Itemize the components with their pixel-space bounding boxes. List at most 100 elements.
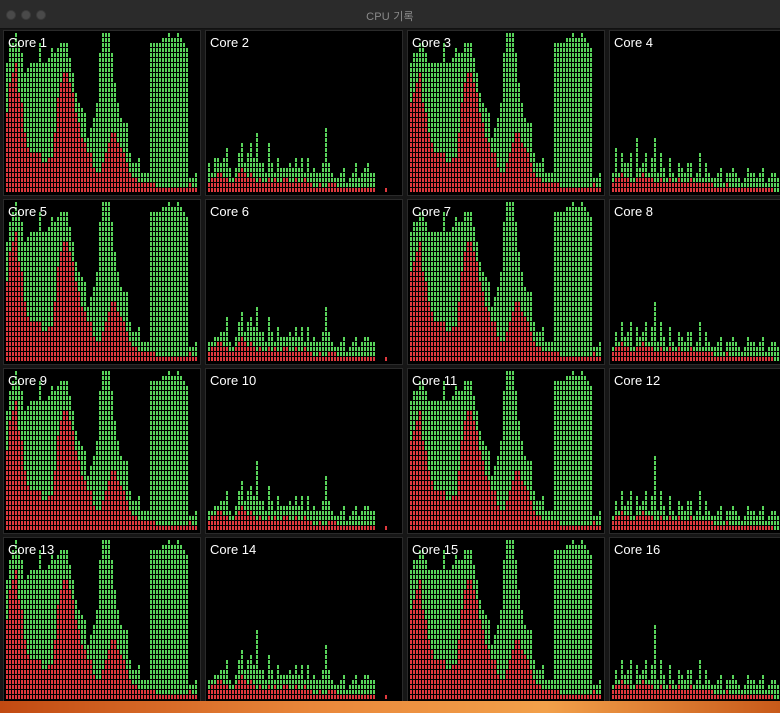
user-usage-cell — [440, 78, 442, 82]
system-usage-cell — [84, 163, 86, 167]
user-usage-cell — [461, 53, 463, 57]
user-usage-cell — [45, 232, 47, 236]
user-usage-cell — [651, 163, 653, 167]
user-usage-cell — [503, 73, 505, 77]
system-usage-cell — [150, 188, 152, 192]
system-usage-cell — [57, 98, 59, 102]
usage-bar — [615, 148, 617, 192]
user-usage-cell — [584, 58, 586, 62]
usage-bar — [762, 168, 764, 192]
user-usage-cell — [226, 148, 228, 152]
user-usage-cell — [560, 63, 562, 67]
user-usage-cell — [590, 73, 592, 77]
system-usage-cell — [539, 183, 541, 187]
system-usage-cell — [494, 153, 496, 157]
user-usage-cell — [114, 282, 116, 286]
user-usage-cell — [186, 133, 188, 137]
user-usage-cell — [220, 168, 222, 172]
user-usage-cell — [322, 168, 324, 172]
system-usage-cell — [443, 173, 445, 177]
system-usage-cell — [99, 183, 101, 187]
user-usage-cell — [57, 242, 59, 246]
user-usage-cell — [45, 302, 47, 306]
system-usage-cell — [42, 163, 44, 167]
system-usage-cell — [69, 148, 71, 152]
user-usage-cell — [183, 158, 185, 162]
user-usage-cell — [560, 123, 562, 127]
user-usage-cell — [443, 68, 445, 72]
user-usage-cell — [15, 43, 17, 47]
system-usage-cell — [63, 257, 65, 261]
user-usage-cell — [99, 133, 101, 137]
system-usage-cell — [277, 183, 279, 187]
user-usage-cell — [150, 332, 152, 336]
user-usage-cell — [581, 113, 583, 117]
user-usage-cell — [48, 297, 50, 301]
system-usage-cell — [226, 183, 228, 187]
usage-bar — [93, 287, 95, 361]
user-usage-cell — [42, 262, 44, 266]
user-usage-cell — [51, 128, 53, 132]
system-usage-cell — [69, 128, 71, 132]
system-usage-cell — [39, 342, 41, 346]
user-usage-cell — [560, 73, 562, 77]
user-usage-cell — [195, 183, 197, 187]
user-usage-cell — [120, 297, 122, 301]
close-window-button[interactable] — [6, 10, 16, 20]
minimize-window-button[interactable] — [21, 10, 31, 20]
user-usage-cell — [521, 113, 523, 117]
user-usage-cell — [48, 302, 50, 306]
user-usage-cell — [99, 222, 101, 226]
user-usage-cell — [506, 98, 508, 102]
user-usage-cell — [108, 68, 110, 72]
system-usage-cell — [108, 322, 110, 326]
user-usage-cell — [370, 173, 372, 177]
user-usage-cell — [27, 68, 29, 72]
usage-bar — [235, 168, 237, 192]
system-usage-cell — [512, 163, 514, 167]
user-usage-cell — [521, 108, 523, 112]
system-usage-cell — [621, 178, 623, 182]
user-usage-cell — [253, 168, 255, 172]
system-usage-cell — [66, 138, 68, 142]
system-usage-cell — [422, 173, 424, 177]
user-usage-cell — [39, 128, 41, 132]
system-usage-cell — [15, 317, 17, 321]
usage-bar — [491, 138, 493, 192]
user-usage-cell — [99, 53, 101, 57]
user-usage-cell — [84, 113, 86, 117]
system-usage-cell — [69, 143, 71, 147]
user-usage-cell — [45, 242, 47, 246]
system-usage-cell — [63, 103, 65, 107]
system-usage-cell — [21, 108, 23, 112]
user-usage-cell — [102, 128, 104, 132]
user-usage-cell — [295, 158, 297, 162]
user-usage-cell — [554, 163, 556, 167]
system-usage-cell — [479, 173, 481, 177]
system-usage-cell — [422, 168, 424, 172]
system-usage-cell — [42, 168, 44, 172]
user-usage-cell — [572, 63, 574, 67]
user-usage-cell — [114, 83, 116, 87]
user-usage-cell — [72, 78, 74, 82]
core-panel-1: Core 1 — [3, 30, 201, 196]
system-usage-cell — [72, 312, 74, 316]
user-usage-cell — [126, 322, 128, 326]
system-usage-cell — [702, 183, 704, 187]
user-usage-cell — [123, 133, 125, 137]
system-usage-cell — [292, 183, 294, 187]
system-usage-cell — [410, 113, 412, 117]
usage-bar — [39, 43, 41, 192]
user-usage-cell — [51, 252, 53, 256]
user-usage-cell — [18, 212, 20, 216]
user-usage-cell — [30, 307, 32, 311]
user-usage-cell — [491, 138, 493, 142]
system-usage-cell — [413, 108, 415, 112]
user-usage-cell — [774, 183, 776, 187]
system-usage-cell — [30, 332, 32, 336]
zoom-window-button[interactable] — [36, 10, 46, 20]
system-usage-cell — [639, 188, 641, 192]
user-usage-cell — [521, 138, 523, 142]
system-usage-cell — [443, 183, 445, 187]
user-usage-cell — [57, 247, 59, 251]
